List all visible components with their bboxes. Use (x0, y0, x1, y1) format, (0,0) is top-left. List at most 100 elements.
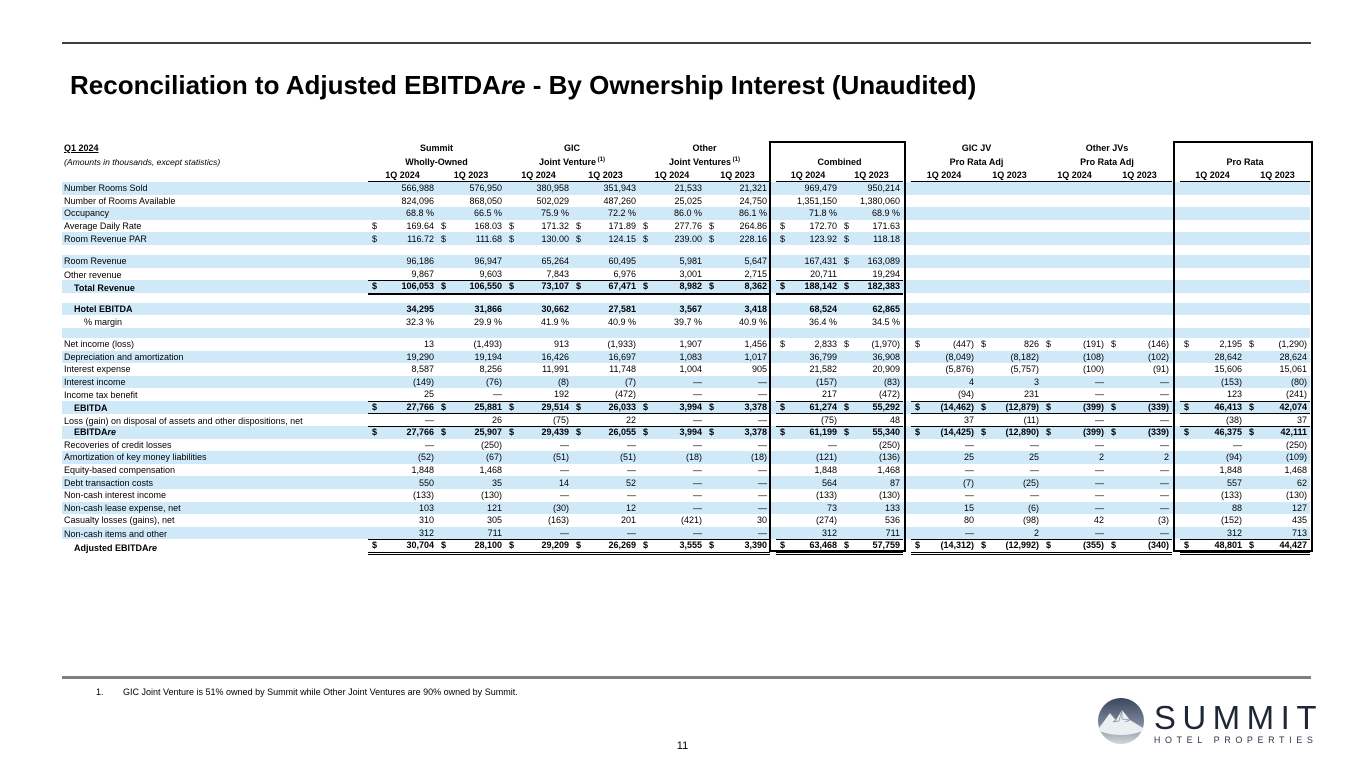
cell-value: — (627, 527, 636, 538)
cell-value: 46,413 (1214, 401, 1242, 412)
data-cell: — (1107, 439, 1172, 452)
cell-value: — (627, 490, 636, 501)
cell-value: — (693, 477, 702, 488)
cell-value: 96,186 (406, 256, 434, 267)
cell-value: 2 (1098, 452, 1104, 463)
row-label: Income tax benefit (64, 390, 138, 401)
data-cell (1180, 207, 1245, 220)
data-cell: (133) (776, 489, 840, 502)
cell-value: 11,991 (542, 364, 569, 375)
cell-value: 15,061 (1279, 364, 1307, 375)
data-cell: $ (12,879) (977, 401, 1042, 415)
data-cell: — (705, 489, 770, 502)
cell-value: 171.89 (608, 220, 636, 231)
cell-value: 2 (1033, 527, 1039, 538)
cell-value: — (1095, 502, 1104, 513)
cell-value: 62,865 (872, 303, 900, 314)
dollar-sign: $ (1046, 339, 1052, 350)
data-cell: 22 (572, 414, 639, 427)
data-cell (1107, 232, 1172, 245)
cell-value: 557 (1226, 477, 1242, 488)
cell-value: (109) (1285, 452, 1307, 463)
data-cell: $44,427 (1245, 539, 1310, 555)
cell-value: — (1160, 477, 1169, 488)
dollar-sign: $ (643, 281, 649, 292)
row-label: % margin (84, 316, 123, 327)
data-cell: 40.9 % (572, 315, 639, 328)
cell-value: (355) (1082, 540, 1104, 551)
title-italic-re: re (500, 70, 526, 100)
data-cell: (11) (977, 414, 1042, 427)
data-cell: $124.15 (572, 232, 639, 245)
data-cell: 1,468 (840, 464, 903, 477)
data-cell: $ (340) (1107, 539, 1172, 555)
cell-value: — (560, 439, 569, 450)
data-cell: $130.00 (505, 232, 572, 245)
cell-value: — (965, 490, 974, 501)
cell-value: 3,390 (744, 540, 767, 551)
data-cell (1042, 280, 1107, 294)
table-row: EBITDA $27,766 $25,881 $29,514 $26,033 $3,994… (62, 400, 1310, 415)
cell-value: (447) (952, 339, 974, 350)
cell-value: 46,375 (1214, 427, 1242, 438)
cell-value: (274) (815, 515, 837, 526)
data-cell: 713 (1245, 527, 1310, 541)
data-cell: 34.5 % (840, 315, 903, 328)
data-cell: 25 (368, 388, 437, 402)
row-label: EBITDAre (74, 427, 117, 438)
data-cell: — (639, 414, 705, 427)
data-cell: — (911, 439, 977, 452)
cell-value: — (693, 490, 702, 501)
data-cell: — (639, 439, 705, 452)
data-cell: 68.8 % (368, 207, 437, 220)
data-cell (1107, 182, 1172, 195)
dollar-sign: $ (915, 401, 921, 412)
data-cell: $ (14,312) (911, 539, 977, 555)
table-row: Casualty losses (gains), net 310 305 (163) 2… (62, 514, 1310, 527)
cell-value: 1,083 (679, 351, 702, 362)
cell-value: 88 (1231, 502, 1242, 513)
cell-value: 48 (889, 414, 900, 425)
cell-value: 25 (423, 389, 434, 400)
table-row: Loss (gain) on disposal of assets and ot… (62, 414, 1310, 427)
data-cell: 36,908 (840, 351, 903, 364)
data-cell: — (639, 489, 705, 502)
data-cell: $188,142 (776, 280, 840, 295)
data-cell (1042, 220, 1107, 233)
cell-value: 9,867 (411, 268, 434, 279)
cell-value: (136) (878, 452, 900, 463)
table-header-row: 1Q 2024 1Q 2023 1Q 2024 1Q 2023 1Q 2024 1Q 20… (62, 168, 1310, 182)
data-cell: (7) (572, 376, 639, 389)
data-cell: — (1042, 476, 1107, 489)
data-cell: — (368, 439, 437, 452)
group-header: Pro Rata Adj (949, 156, 1004, 167)
cell-value: 48,801 (1214, 540, 1242, 551)
data-cell (911, 315, 977, 328)
data-cell: $3,378 (705, 426, 770, 439)
data-cell (911, 255, 977, 268)
cell-value: (38) (1225, 414, 1242, 425)
data-cell (1180, 268, 1245, 281)
data-cell (1245, 303, 1310, 316)
cell-value: 15,606 (1214, 364, 1242, 375)
data-cell: 1,848 (776, 464, 840, 477)
data-cell: $8,982 (639, 280, 705, 295)
data-cell (1107, 303, 1172, 316)
data-cell: 868,050 (437, 195, 505, 208)
dollar-sign: $ (1249, 427, 1255, 438)
cell-value: 8,256 (479, 364, 502, 375)
data-cell (1180, 303, 1245, 316)
cell-value: (12,992) (1005, 540, 1039, 551)
cell-value: 3,994 (679, 427, 702, 438)
dollar-sign: $ (981, 540, 987, 551)
cell-value: (100) (1082, 364, 1104, 375)
data-cell: $61,274 (776, 401, 840, 415)
dollar-sign: $ (441, 281, 447, 292)
cell-value: 36,908 (872, 351, 900, 362)
data-cell: $ (447) (911, 338, 977, 351)
cell-value: 950,214 (867, 183, 900, 194)
dollar-sign: $ (1046, 401, 1052, 412)
row-label: Room Revenue (64, 256, 127, 267)
data-cell: — (1042, 527, 1107, 541)
dollar-sign: $ (643, 427, 649, 438)
